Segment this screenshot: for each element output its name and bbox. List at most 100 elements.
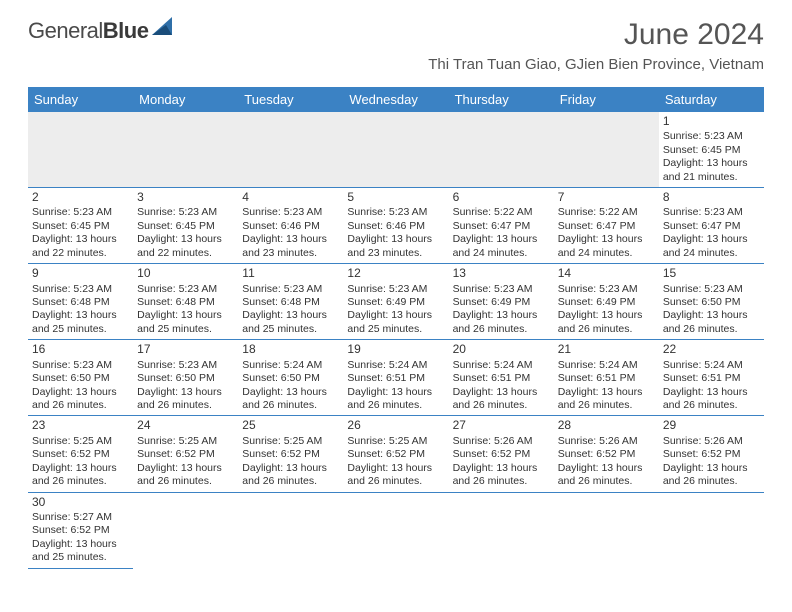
sunrise-text: Sunrise: 5:23 AM (663, 130, 760, 143)
sunrise-text: Sunrise: 5:23 AM (137, 283, 234, 296)
daylight1-text: Daylight: 13 hours (242, 462, 339, 475)
daylight2-text: and 25 minutes. (32, 323, 129, 336)
sunset-text: Sunset: 6:50 PM (663, 296, 760, 309)
day-number: 23 (32, 418, 129, 433)
daylight2-text: and 22 minutes. (32, 247, 129, 260)
sail-icon (150, 15, 176, 42)
sunset-text: Sunset: 6:47 PM (663, 220, 760, 233)
daylight2-text: and 26 minutes. (242, 475, 339, 488)
daylight2-text: and 26 minutes. (32, 475, 129, 488)
daylight2-text: and 26 minutes. (558, 399, 655, 412)
day-header: Monday (133, 87, 238, 112)
daylight1-text: Daylight: 13 hours (242, 309, 339, 322)
day-number: 21 (558, 342, 655, 357)
day-header: Sunday (28, 87, 133, 112)
daylight1-text: Daylight: 13 hours (558, 462, 655, 475)
daylight2-text: and 26 minutes. (453, 399, 550, 412)
sunrise-text: Sunrise: 5:24 AM (663, 359, 760, 372)
calendar-cell: 19Sunrise: 5:24 AMSunset: 6:51 PMDayligh… (343, 340, 448, 416)
daylight2-text: and 22 minutes. (137, 247, 234, 260)
sunrise-text: Sunrise: 5:23 AM (347, 283, 444, 296)
day-number: 20 (453, 342, 550, 357)
sunrise-text: Sunrise: 5:22 AM (558, 206, 655, 219)
sunset-text: Sunset: 6:45 PM (663, 144, 760, 157)
daylight1-text: Daylight: 13 hours (663, 157, 760, 170)
daylight2-text: and 26 minutes. (32, 399, 129, 412)
day-number: 5 (347, 190, 444, 205)
sunset-text: Sunset: 6:52 PM (242, 448, 339, 461)
daylight1-text: Daylight: 13 hours (137, 386, 234, 399)
day-number: 7 (558, 190, 655, 205)
sunset-text: Sunset: 6:45 PM (137, 220, 234, 233)
day-number: 25 (242, 418, 339, 433)
daylight2-text: and 26 minutes. (663, 399, 760, 412)
sunset-text: Sunset: 6:50 PM (242, 372, 339, 385)
daylight2-text: and 26 minutes. (453, 475, 550, 488)
sunset-text: Sunset: 6:52 PM (453, 448, 550, 461)
sunset-text: Sunset: 6:51 PM (453, 372, 550, 385)
calendar-cell (133, 112, 238, 188)
sunset-text: Sunset: 6:49 PM (558, 296, 655, 309)
sunrise-text: Sunrise: 5:24 AM (453, 359, 550, 372)
logo-word2: Blue (103, 18, 149, 43)
sunrise-text: Sunrise: 5:24 AM (242, 359, 339, 372)
sunrise-text: Sunrise: 5:26 AM (558, 435, 655, 448)
sunset-text: Sunset: 6:46 PM (242, 220, 339, 233)
day-number: 29 (663, 418, 760, 433)
sunrise-text: Sunrise: 5:23 AM (242, 283, 339, 296)
sunset-text: Sunset: 6:47 PM (453, 220, 550, 233)
daylight2-text: and 26 minutes. (453, 323, 550, 336)
sunset-text: Sunset: 6:49 PM (347, 296, 444, 309)
day-header: Friday (554, 87, 659, 112)
sunset-text: Sunset: 6:51 PM (663, 372, 760, 385)
sunrise-text: Sunrise: 5:26 AM (663, 435, 760, 448)
daylight2-text: and 26 minutes. (558, 475, 655, 488)
calendar-cell: 22 Sunrise: 5:24 AMSunset: 6:51 PMDayligh… (659, 340, 764, 416)
day-number: 1 (663, 114, 760, 129)
calendar-cell: 7Sunrise: 5:22 AMSunset: 6:47 PMDaylight… (554, 188, 659, 264)
calendar-cell (554, 112, 659, 188)
day-header: Wednesday (343, 87, 448, 112)
daylight1-text: Daylight: 13 hours (347, 233, 444, 246)
daylight2-text: and 25 minutes. (137, 323, 234, 336)
daylight1-text: Daylight: 13 hours (558, 233, 655, 246)
calendar-cell (238, 112, 343, 188)
calendar-cell: 24Sunrise: 5:25 AMSunset: 6:52 PMDayligh… (133, 416, 238, 492)
calendar-cell: 14Sunrise: 5:23 AMSunset: 6:49 PMDayligh… (554, 264, 659, 340)
daylight1-text: Daylight: 13 hours (32, 233, 129, 246)
sunset-text: Sunset: 6:52 PM (663, 448, 760, 461)
sunset-text: Sunset: 6:48 PM (242, 296, 339, 309)
calendar-cell: 20Sunrise: 5:24 AMSunset: 6:51 PMDayligh… (449, 340, 554, 416)
sunrise-text: Sunrise: 5:23 AM (663, 283, 760, 296)
daylight2-text: and 26 minutes. (347, 475, 444, 488)
sunrise-text: Sunrise: 5:24 AM (558, 359, 655, 372)
calendar-cell: 3Sunrise: 5:23 AMSunset: 6:45 PMDaylight… (133, 188, 238, 264)
day-number: 17 (137, 342, 234, 357)
sunrise-text: Sunrise: 5:23 AM (32, 206, 129, 219)
daylight1-text: Daylight: 13 hours (663, 386, 760, 399)
daylight1-text: Daylight: 13 hours (137, 309, 234, 322)
calendar-cell (554, 493, 659, 569)
calendar-cell: 11Sunrise: 5:23 AMSunset: 6:48 PMDayligh… (238, 264, 343, 340)
calendar-cell: 26Sunrise: 5:25 AMSunset: 6:52 PMDayligh… (343, 416, 448, 492)
sunrise-text: Sunrise: 5:25 AM (242, 435, 339, 448)
sunrise-text: Sunrise: 5:23 AM (32, 359, 129, 372)
sunrise-text: Sunrise: 5:22 AM (453, 206, 550, 219)
week-row: 1Sunrise: 5:23 AMSunset: 6:45 PMDaylight… (28, 112, 764, 188)
daylight1-text: Daylight: 13 hours (347, 309, 444, 322)
calendar-cell: 23Sunrise: 5:25 AMSunset: 6:52 PMDayligh… (28, 416, 133, 492)
day-number: 22 (663, 342, 760, 357)
sunrise-text: Sunrise: 5:25 AM (347, 435, 444, 448)
sunset-text: Sunset: 6:50 PM (32, 372, 129, 385)
calendar: SundayMondayTuesdayWednesdayThursdayFrid… (0, 81, 792, 569)
sunset-text: Sunset: 6:52 PM (32, 448, 129, 461)
logo-text: GeneralBlue (28, 18, 148, 44)
sunset-text: Sunset: 6:45 PM (32, 220, 129, 233)
day-header: Tuesday (238, 87, 343, 112)
calendar-cell (659, 493, 764, 569)
daylight2-text: and 26 minutes. (347, 399, 444, 412)
sunrise-text: Sunrise: 5:26 AM (453, 435, 550, 448)
daylight2-text: and 23 minutes. (347, 247, 444, 260)
calendar-cell: 13Sunrise: 5:23 AMSunset: 6:49 PMDayligh… (449, 264, 554, 340)
week-row: 30Sunrise: 5:27 AMSunset: 6:52 PMDayligh… (28, 493, 764, 569)
